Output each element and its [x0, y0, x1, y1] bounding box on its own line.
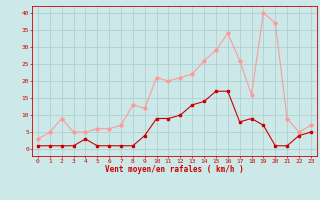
X-axis label: Vent moyen/en rafales ( km/h ): Vent moyen/en rafales ( km/h )	[105, 165, 244, 174]
